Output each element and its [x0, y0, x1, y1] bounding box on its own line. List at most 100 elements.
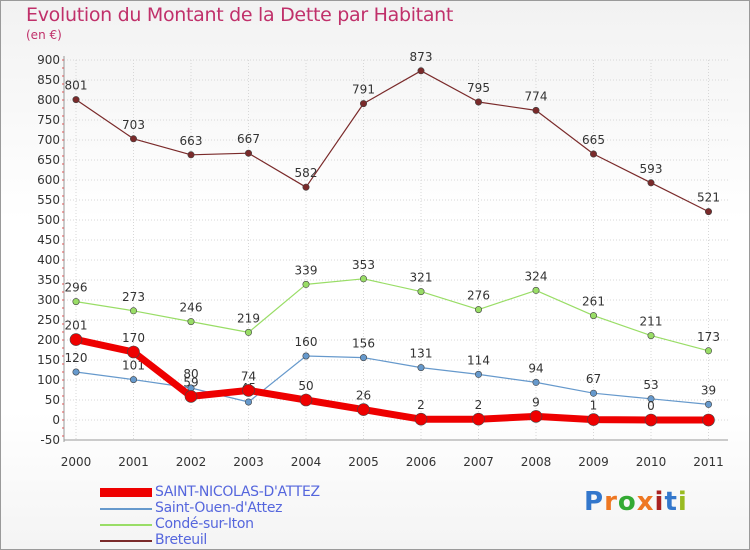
data-label: 791 — [352, 83, 375, 97]
data-point — [184, 390, 198, 403]
data-label: 156 — [352, 337, 375, 351]
data-point — [414, 412, 428, 426]
y-tick-label: 900 — [37, 53, 60, 67]
y-tick-label: 850 — [37, 73, 60, 87]
logo-letter: i — [654, 487, 665, 517]
data-label: 2 — [417, 398, 425, 412]
data-point — [299, 393, 313, 407]
data-label: 261 — [582, 295, 605, 309]
logo-letter: x — [636, 487, 655, 517]
y-tick-label: 300 — [37, 293, 60, 307]
logo-letter: i — [677, 487, 688, 517]
data-point — [647, 395, 655, 403]
series-line — [75, 70, 709, 213]
y-tick-label: 650 — [37, 153, 60, 167]
x-tick-label: 2011 — [693, 455, 724, 469]
x-tick-label: 2008 — [521, 455, 552, 469]
y-tick-label: 150 — [37, 353, 60, 367]
data-point — [587, 413, 600, 426]
data-point — [187, 151, 195, 159]
data-point — [187, 318, 195, 326]
legend-label: Saint-Ouen-d'Attez — [155, 500, 283, 516]
data-label: 667 — [237, 132, 260, 146]
data-point — [589, 150, 597, 158]
data-point — [72, 368, 80, 376]
series-line — [75, 278, 709, 352]
data-point — [647, 179, 655, 187]
y-tick-label: 800 — [37, 93, 60, 107]
logo-letter: r — [604, 487, 618, 517]
x-tick-label: 2004 — [291, 455, 322, 469]
data-label: 114 — [467, 353, 490, 367]
data-label: 774 — [525, 89, 548, 103]
legend-swatch — [100, 524, 152, 526]
data-point — [357, 403, 370, 416]
data-label: 521 — [697, 191, 720, 205]
data-label: 321 — [410, 271, 433, 285]
data-point — [245, 398, 253, 406]
chart-title: Evolution du Montant de la Dette par Hab… — [26, 4, 454, 26]
x-tick-label: 2001 — [118, 455, 149, 469]
data-label: 663 — [180, 134, 203, 148]
data-label: 873 — [410, 50, 433, 64]
legend-swatch — [100, 540, 152, 542]
data-point — [302, 280, 310, 288]
chart-subtitle: (en €) — [26, 28, 62, 42]
data-label: 665 — [582, 133, 605, 147]
data-point — [417, 288, 425, 296]
data-label: 94 — [528, 361, 543, 375]
data-point — [417, 364, 425, 372]
data-label: 39 — [701, 383, 716, 397]
legend-label: Breteuil — [155, 532, 208, 548]
data-point — [242, 384, 255, 397]
data-label: 80 — [183, 367, 198, 381]
y-tick-label: 750 — [37, 113, 60, 127]
data-label: 120 — [65, 351, 88, 365]
data-point — [72, 298, 80, 306]
data-point — [69, 333, 83, 346]
x-tick-label: 2009 — [578, 455, 609, 469]
legend-swatch — [100, 508, 152, 510]
x-tick-label: 2006 — [406, 455, 437, 469]
y-tick-label: 400 — [37, 253, 60, 267]
series-line — [75, 336, 709, 424]
data-point — [647, 332, 655, 340]
data-point — [72, 96, 80, 104]
y-tick-label: 700 — [37, 133, 60, 147]
data-label: 795 — [467, 81, 490, 95]
data-label: 160 — [295, 335, 318, 349]
data-point — [704, 347, 712, 355]
data-point — [532, 106, 540, 114]
data-point — [474, 306, 482, 314]
data-point — [589, 389, 597, 397]
y-tick-label: 600 — [37, 173, 60, 187]
data-label: 593 — [640, 162, 663, 176]
x-tick-label: 2002 — [176, 455, 207, 469]
data-point — [130, 376, 138, 384]
data-label: 53 — [643, 378, 658, 392]
data-point — [532, 286, 540, 294]
data-label: 59 — [183, 375, 198, 389]
data-point — [130, 135, 138, 143]
data-label: 101 — [122, 359, 145, 373]
data-label: 2 — [475, 398, 483, 412]
data-label: 339 — [295, 263, 318, 277]
data-label: 246 — [180, 301, 203, 315]
y-tick-label: 250 — [37, 313, 60, 327]
data-point — [245, 328, 253, 336]
x-tick-label: 2010 — [636, 455, 667, 469]
data-point — [704, 208, 712, 216]
data-label: 50 — [298, 379, 313, 393]
y-tick-label: 450 — [37, 233, 60, 247]
data-point — [704, 400, 712, 408]
y-tick-label: 550 — [37, 193, 60, 207]
y-tick-label: 0 — [52, 413, 60, 427]
data-label: 173 — [697, 330, 720, 344]
x-tick-label: 2007 — [463, 455, 494, 469]
logo-letter: o — [617, 487, 637, 517]
data-point — [127, 345, 140, 359]
data-label: 211 — [640, 315, 663, 329]
data-label: 26 — [356, 389, 371, 403]
